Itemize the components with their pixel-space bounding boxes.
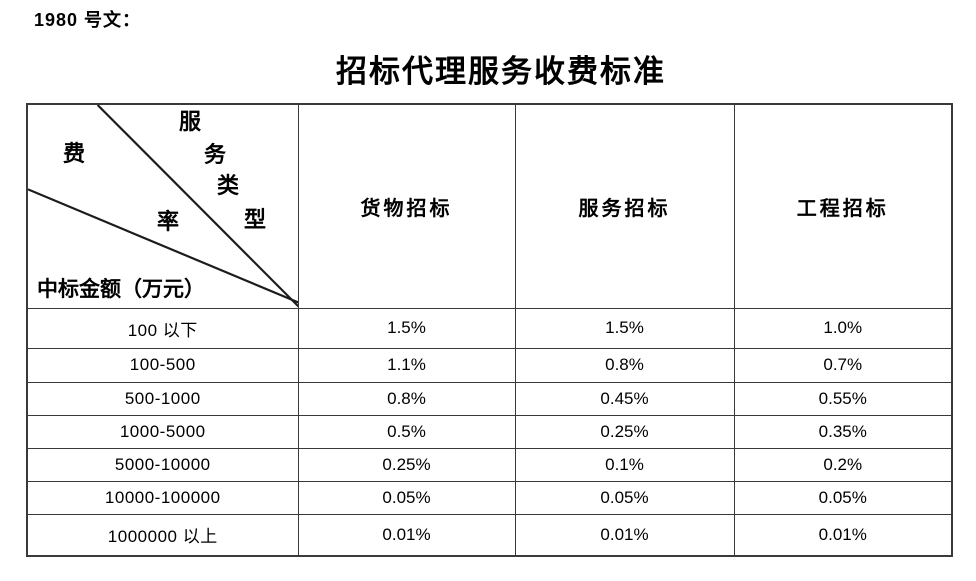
service-type-char: 型	[244, 207, 267, 232]
table-header-row: 服 费 务 类 率 型 中标金额（万元） 货物招标 服务招标 工程招标	[26, 103, 953, 309]
service-type-char: 类	[217, 173, 240, 198]
page-title: 招标代理服务收费标准	[336, 54, 666, 89]
rate-value-cell: 0.25%	[297, 447, 516, 482]
amount-range-cell: 5000-10000	[26, 447, 299, 482]
rate-char: 率	[157, 209, 180, 234]
table-row: 100 以下 1.5% 1.5% 1.0%	[26, 307, 953, 350]
rate-value-cell: 0.8%	[514, 348, 735, 383]
rate-value-cell: 1.5%	[514, 307, 735, 350]
rate-value-cell: 0.55%	[733, 381, 953, 416]
amount-range-cell: 1000-5000	[26, 414, 299, 449]
rate-value-cell: 0.05%	[514, 480, 735, 515]
table-row: 500-1000 0.8% 0.45% 0.55%	[26, 381, 953, 416]
fee-standard-table: 服 费 务 类 率 型 中标金额（万元） 货物招标 服务招标 工程招标 100 …	[26, 103, 953, 557]
table-row: 100-500 1.1% 0.8% 0.7%	[26, 348, 953, 383]
diagonal-header-cell: 服 费 务 类 率 型 中标金额（万元）	[26, 103, 299, 309]
service-type-char: 务	[204, 142, 227, 167]
table-row: 10000-100000 0.05% 0.05% 0.05%	[26, 480, 953, 515]
rate-value-cell: 0.01%	[297, 513, 516, 557]
amount-axis-label: 中标金额（万元）	[37, 276, 205, 301]
amount-range-cell: 500-1000	[26, 381, 299, 416]
table-row: 5000-10000 0.25% 0.1% 0.2%	[26, 447, 953, 482]
document-number-label: 1980 号文：	[34, 10, 142, 30]
amount-range-cell: 1000000 以上	[26, 513, 299, 557]
rate-value-cell: 0.25%	[514, 414, 735, 449]
rate-value-cell: 0.2%	[733, 447, 953, 482]
amount-range-cell: 100 以下	[26, 307, 299, 350]
amount-range-cell: 10000-100000	[26, 480, 299, 515]
rate-value-cell: 0.05%	[733, 480, 953, 515]
rate-value-cell: 1.1%	[297, 348, 516, 383]
rate-value-cell: 0.8%	[297, 381, 516, 416]
rate-value-cell: 0.05%	[297, 480, 516, 515]
table-body: 100 以下 1.5% 1.5% 1.0% 100-500 1.1% 0.8% 0.7% 500…	[26, 307, 953, 557]
rate-value-cell: 0.01%	[733, 513, 953, 557]
rate-value-cell: 0.7%	[733, 348, 953, 383]
rate-value-cell: 0.45%	[514, 381, 735, 416]
table-row: 1000000 以上 0.01% 0.01% 0.01%	[26, 513, 953, 557]
rate-value-cell: 0.1%	[514, 447, 735, 482]
fee-char: 费	[63, 141, 86, 166]
service-type-char: 服	[179, 109, 202, 134]
column-header-engineering: 工程招标	[733, 103, 953, 309]
table-row: 1000-5000 0.5% 0.25% 0.35%	[26, 414, 953, 449]
rate-value-cell: 0.5%	[297, 414, 516, 449]
rate-value-cell: 0.35%	[733, 414, 953, 449]
column-header-services: 服务招标	[514, 103, 735, 309]
column-header-goods: 货物招标	[297, 103, 516, 309]
amount-range-cell: 100-500	[26, 348, 299, 383]
rate-value-cell: 1.0%	[733, 307, 953, 350]
rate-value-cell: 0.01%	[514, 513, 735, 557]
rate-value-cell: 1.5%	[297, 307, 516, 350]
diagonal-divider-lines	[28, 105, 297, 307]
